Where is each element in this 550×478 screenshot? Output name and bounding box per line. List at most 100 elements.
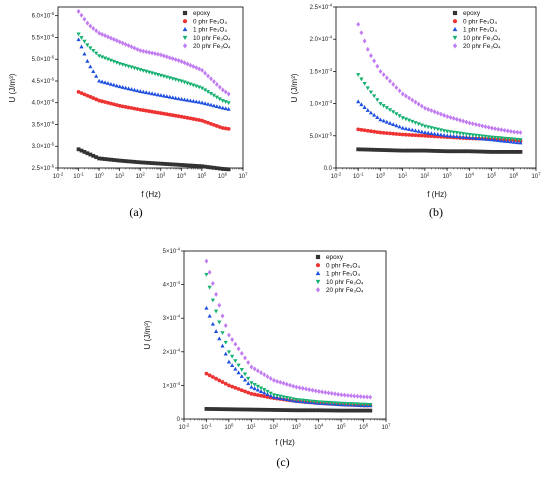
data-point (368, 110, 374, 115)
data-point (326, 408, 331, 413)
legend-marker (182, 35, 188, 41)
data-point (461, 118, 466, 124)
data-point (381, 130, 386, 135)
data-point (233, 359, 238, 363)
x-tick-label: 107 (531, 172, 541, 181)
data-point (126, 86, 131, 91)
y-tick-label: 3.5×10-6 (32, 120, 55, 128)
x-tick-label: 101 (247, 423, 257, 432)
data-point (220, 126, 225, 130)
legend-marker (182, 26, 188, 32)
data-point (212, 79, 216, 85)
data-point (404, 148, 408, 153)
data-point (483, 124, 488, 130)
data-point (391, 81, 396, 87)
y-tick-label: 3.0×10-6 (32, 142, 55, 151)
x-axis-title: f (Hz) (275, 438, 295, 447)
data-point (439, 111, 443, 117)
data-point (467, 133, 472, 137)
data-point (132, 87, 137, 92)
data-point (91, 25, 96, 31)
data-point (255, 387, 260, 392)
data-point (369, 129, 373, 134)
data-point (272, 377, 276, 383)
legend-label: epoxy (326, 254, 344, 261)
data-point (352, 408, 357, 413)
data-point (358, 408, 363, 413)
panel-label: (c) (276, 455, 289, 469)
data-point (464, 119, 469, 125)
data-point (217, 320, 222, 325)
data-point (100, 156, 104, 161)
x-tick-label: 106 (509, 172, 519, 181)
data-point (262, 394, 267, 399)
data-point (176, 162, 181, 167)
data-point (454, 116, 459, 122)
data-point (461, 132, 466, 136)
data-point (262, 407, 267, 412)
data-point (209, 76, 213, 82)
data-point (242, 377, 248, 382)
data-point (313, 400, 318, 404)
y-tick-label: 1×10-4 (163, 381, 181, 390)
data-point (123, 41, 128, 47)
x-tick-label: 104 (314, 423, 324, 432)
data-point (117, 84, 122, 89)
data-point (435, 110, 440, 116)
data-point (419, 129, 424, 134)
data-point (194, 84, 199, 89)
legend-marker (452, 35, 458, 41)
data-point (297, 398, 302, 403)
data-point (483, 136, 488, 141)
data-point (480, 134, 485, 139)
data-point (117, 158, 122, 163)
legend-label: 0 phr Fe₃O₄ (193, 18, 227, 25)
data-point (394, 132, 399, 136)
legend-label: 1 phr Fe₃O₄ (193, 27, 227, 34)
series-phr1 (76, 37, 231, 111)
data-point (94, 51, 99, 56)
data-point (410, 119, 415, 124)
data-point (226, 167, 231, 172)
data-point (413, 148, 418, 153)
data-point (91, 69, 96, 74)
data-point (223, 100, 228, 104)
data-point (307, 387, 312, 393)
data-point (236, 370, 241, 375)
data-point (191, 117, 196, 121)
data-point (336, 401, 341, 406)
data-point (197, 66, 202, 72)
data-point (100, 99, 104, 104)
data-point (362, 147, 367, 152)
data-point (400, 148, 405, 153)
data-point (210, 298, 215, 303)
data-point (410, 97, 415, 103)
data-point (423, 133, 427, 138)
data-point (91, 153, 96, 158)
data-point (365, 402, 370, 407)
data-point (294, 384, 299, 390)
series-epoxy (204, 407, 373, 413)
x-tick-label: 103 (443, 172, 453, 181)
data-point (496, 150, 501, 154)
data-point (94, 73, 99, 78)
data-point (281, 408, 286, 412)
x-tick-label: 107 (238, 172, 248, 181)
data-point (230, 363, 235, 368)
data-point (203, 70, 207, 76)
data-point (275, 408, 280, 412)
data-point (496, 136, 501, 140)
data-point (203, 101, 208, 106)
legend-label: 0 phr Fe₃O₄ (463, 18, 497, 25)
data-point (457, 134, 463, 139)
data-point (265, 395, 270, 399)
data-point (400, 91, 405, 97)
data-point (220, 407, 225, 412)
data-point (182, 80, 187, 85)
data-point (454, 134, 459, 139)
data-point (194, 99, 199, 104)
legend-label: 0 phr Fe₃O₄ (326, 262, 360, 269)
data-point (477, 134, 482, 138)
data-point (388, 78, 392, 84)
x-tick-label: 100 (95, 172, 105, 181)
